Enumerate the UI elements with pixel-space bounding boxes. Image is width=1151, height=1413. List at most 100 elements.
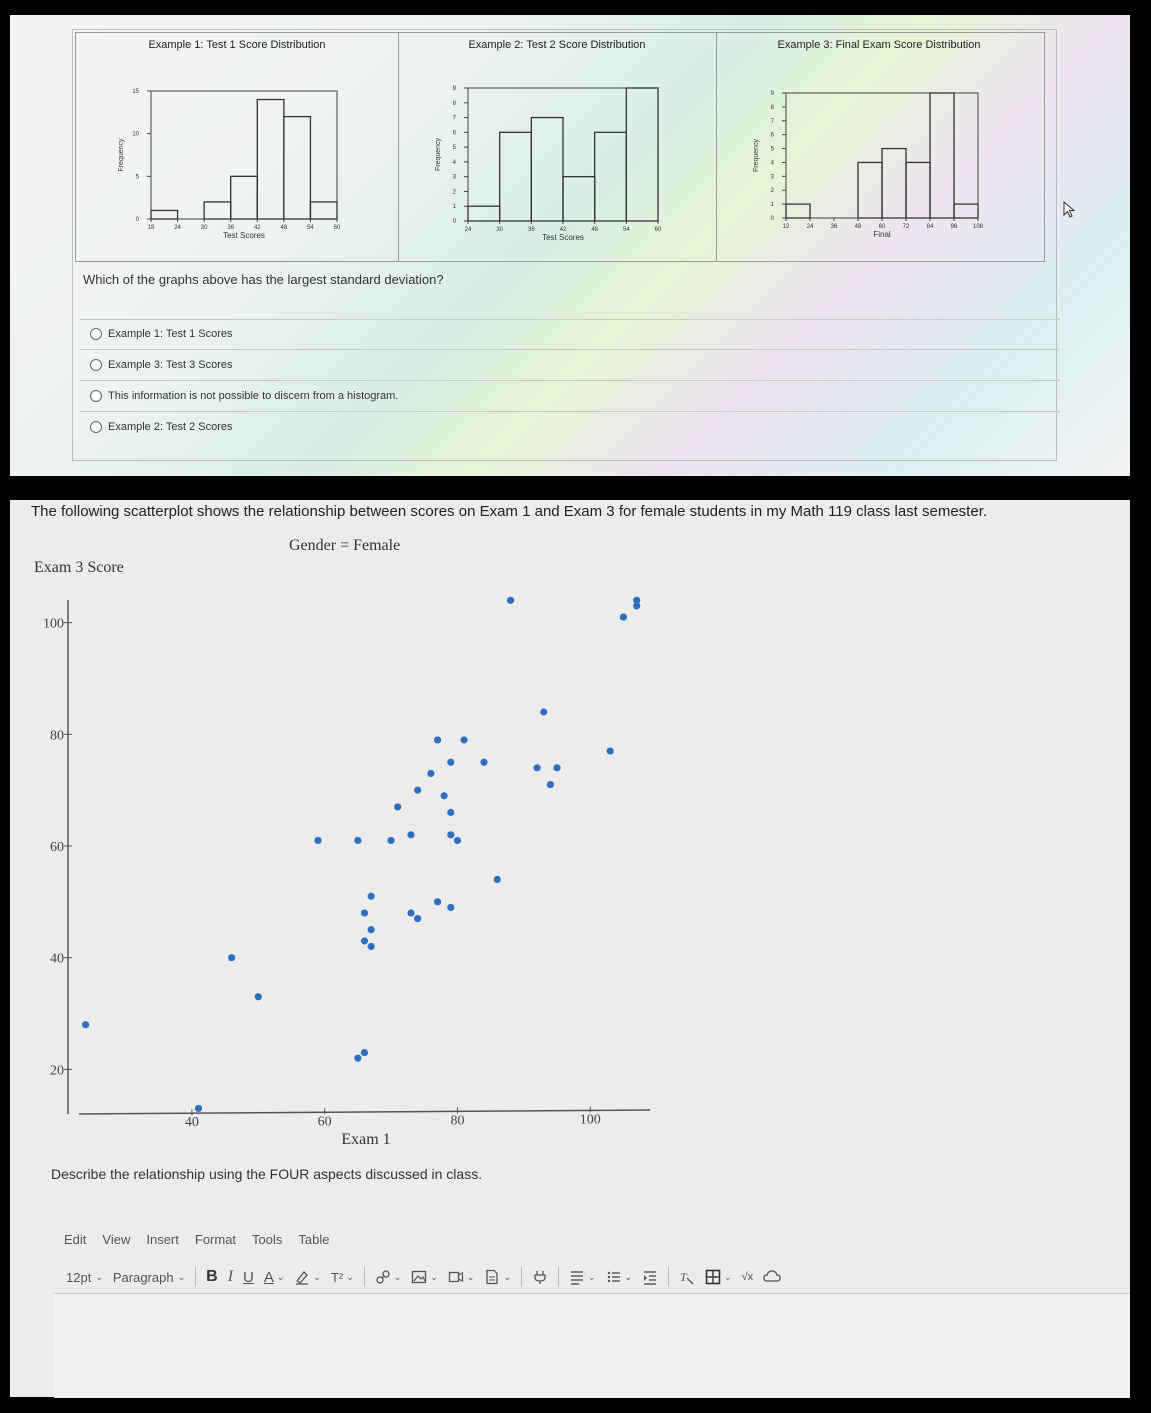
question-panel-scatter: The following scatterplot shows the rela… bbox=[10, 500, 1130, 1398]
x-tick-label: 100 bbox=[580, 1112, 601, 1127]
x-tick-label: 60 bbox=[318, 1114, 332, 1129]
y-tick-label: 5 bbox=[771, 147, 775, 153]
toolbar-divider bbox=[363, 1267, 365, 1287]
block-format-dropdown[interactable]: Paragraph ⌄ bbox=[113, 1270, 185, 1285]
y-axis-label: Frequency bbox=[118, 138, 125, 172]
histogram-bar bbox=[857, 161, 883, 219]
align-button[interactable]: ⌄ bbox=[569, 1269, 596, 1285]
scatter-point bbox=[506, 596, 515, 604]
cloud-upload-button[interactable] bbox=[763, 1269, 781, 1285]
font-size-dropdown[interactable]: 12pt ⌄ bbox=[66, 1270, 103, 1285]
plug-icon bbox=[534, 1271, 546, 1284]
scatter-point bbox=[82, 1021, 90, 1029]
x-tick-label: 60 bbox=[879, 224, 886, 230]
chevron-down-icon: ⌄ bbox=[276, 1271, 285, 1282]
chevron-down-icon: ⌄ bbox=[587, 1271, 596, 1282]
histogram-bar bbox=[594, 131, 627, 222]
media-button[interactable]: ⌄ bbox=[448, 1269, 474, 1285]
y-tick-label: 10 bbox=[132, 132, 139, 138]
scatter-intro-text: The following scatterplot shows the rela… bbox=[31, 503, 988, 520]
y-axis-label: Frequency bbox=[753, 138, 760, 172]
x-tick-label: 36 bbox=[831, 224, 838, 230]
histogram-bar bbox=[953, 203, 979, 219]
y-tick-label: 4 bbox=[771, 160, 775, 166]
highlight-button[interactable]: ⌄ bbox=[294, 1269, 321, 1285]
link-button[interactable]: ⌄ bbox=[375, 1269, 401, 1285]
histogram-bar bbox=[881, 147, 907, 219]
clear-formatting-icon: T bbox=[680, 1270, 694, 1285]
editor-toolbar: 12pt ⌄ Paragraph ⌄ B I U A ⌄ ⌄ T² ⌄ ⌄ ⌄ ⌄ ⌄ … bbox=[66, 1265, 791, 1289]
histogram-bar bbox=[785, 203, 811, 219]
menu-view[interactable]: View bbox=[102, 1232, 131, 1247]
superscript-button[interactable]: T² ⌄ bbox=[331, 1270, 354, 1285]
text-color-button[interactable]: A ⌄ bbox=[264, 1269, 285, 1286]
menu-table[interactable]: Table bbox=[298, 1232, 330, 1247]
radio-button[interactable] bbox=[90, 359, 102, 371]
scatter-point bbox=[619, 613, 628, 621]
x-tick-label: 30 bbox=[201, 225, 208, 231]
apps-button[interactable] bbox=[532, 1269, 548, 1285]
menu-format[interactable]: Format bbox=[194, 1232, 237, 1247]
histogram-title: Example 2: Test 2 Score Distribution bbox=[468, 39, 646, 51]
toolbar-divider bbox=[668, 1267, 670, 1287]
chevron-down-icon: ⌄ bbox=[346, 1271, 354, 1282]
menu-insert[interactable]: Insert bbox=[146, 1232, 179, 1247]
chevron-down-icon: ⌄ bbox=[313, 1271, 321, 1282]
clear-formatting-button[interactable]: T bbox=[679, 1269, 695, 1285]
scatter-point bbox=[360, 909, 369, 917]
option-label: Example 2: Test 2 Scores bbox=[108, 421, 233, 433]
chevron-down-icon: ⌄ bbox=[724, 1271, 732, 1282]
x-axis-label: Test Scores bbox=[223, 231, 265, 240]
histogram-bar bbox=[230, 175, 258, 220]
underline-button[interactable]: U bbox=[243, 1268, 254, 1286]
histogram-bar bbox=[309, 201, 338, 220]
histogram-bar bbox=[625, 87, 659, 222]
x-tick-label: 108 bbox=[973, 224, 984, 230]
x-axis-label: Final bbox=[873, 230, 891, 239]
math-equation-button[interactable]: √x bbox=[741, 1271, 754, 1283]
scatter-point bbox=[407, 831, 415, 839]
x-tick-label: 36 bbox=[227, 225, 234, 231]
scatter-point bbox=[447, 903, 455, 912]
x-tick-label: 24 bbox=[174, 225, 181, 231]
table-button[interactable]: ⌄ bbox=[705, 1269, 732, 1285]
scatter-point bbox=[553, 764, 561, 772]
answer-option-1[interactable]: Example 1: Test 1 Scores bbox=[90, 328, 233, 340]
x-axis-label: Exam 1 bbox=[341, 1131, 390, 1148]
scatter-point bbox=[546, 780, 555, 789]
answer-option-2[interactable]: Example 3: Test 3 Scores bbox=[90, 359, 233, 371]
chevron-down-icon: ⌄ bbox=[95, 1271, 103, 1282]
y-tick-label: 60 bbox=[50, 840, 64, 855]
y-tick-label: 4 bbox=[453, 160, 457, 166]
editor-menubar: Edit View Insert Format Tools Table bbox=[64, 1232, 329, 1247]
image-button[interactable]: ⌄ bbox=[411, 1269, 438, 1285]
x-tick-label: 24 bbox=[465, 227, 472, 233]
radio-button[interactable] bbox=[90, 328, 102, 340]
divider bbox=[80, 349, 1060, 350]
menu-tools[interactable]: Tools bbox=[252, 1232, 283, 1247]
divider bbox=[80, 319, 1060, 320]
answer-text-editor[interactable] bbox=[54, 1293, 1130, 1398]
menu-edit[interactable]: Edit bbox=[64, 1232, 87, 1247]
answer-option-3[interactable]: This information is not possible to disc… bbox=[90, 390, 398, 402]
scatter-point bbox=[433, 898, 442, 906]
italic-button[interactable]: I bbox=[227, 1268, 234, 1285]
plot-frame bbox=[150, 90, 338, 220]
indent-button[interactable] bbox=[642, 1269, 658, 1285]
radio-button[interactable] bbox=[90, 390, 102, 402]
y-tick-label: 5 bbox=[453, 145, 457, 151]
scatter-point bbox=[414, 786, 422, 794]
x-tick-label: 18 bbox=[148, 225, 155, 231]
list-button[interactable]: ⌄ bbox=[606, 1269, 632, 1285]
radio-button[interactable] bbox=[90, 421, 102, 433]
x-tick-label: 54 bbox=[623, 227, 630, 233]
link-icon bbox=[376, 1270, 390, 1284]
answer-option-4[interactable]: Example 2: Test 2 Scores bbox=[90, 421, 233, 433]
x-tick-label: 30 bbox=[496, 227, 503, 233]
document-button[interactable]: ⌄ bbox=[484, 1269, 511, 1285]
histogram-bar bbox=[530, 116, 564, 222]
y-tick-label: 8 bbox=[771, 105, 775, 111]
chevron-down-icon: ⌄ bbox=[430, 1271, 438, 1282]
y-tick-label: 0 bbox=[136, 217, 140, 223]
bold-button[interactable]: B bbox=[206, 1268, 218, 1285]
